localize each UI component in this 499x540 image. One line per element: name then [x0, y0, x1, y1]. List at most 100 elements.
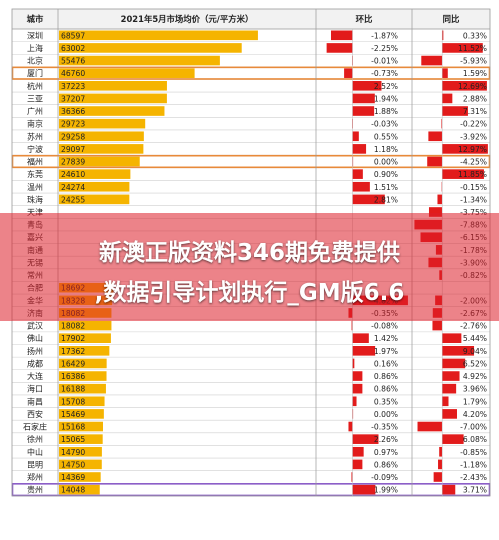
price-bar	[59, 43, 242, 53]
mom-label: 0.00%	[374, 158, 398, 167]
yoy-label: 4.92%	[463, 372, 487, 381]
city-label: 徐州	[27, 434, 43, 444]
yoy-bar	[427, 156, 443, 167]
city-label: 天津	[27, 207, 43, 217]
mom-bar	[352, 169, 363, 179]
mom-bar	[344, 68, 353, 78]
price-label: 14369	[61, 473, 85, 482]
mom-bar	[352, 459, 363, 470]
price-bar	[59, 434, 103, 444]
yoy-label: -2.76%	[460, 322, 487, 331]
city-label: 石家庄	[23, 422, 47, 432]
yoy-bar	[437, 194, 443, 205]
city-label: 佛山	[27, 333, 43, 343]
price-label: 15469	[61, 410, 85, 419]
yoy-label: 2.88%	[463, 94, 487, 103]
yoy-label: 12.69%	[458, 82, 487, 91]
mom-label: -1.87%	[371, 31, 398, 40]
yoy-bar	[441, 118, 443, 129]
yoy-label: -3.75%	[460, 208, 487, 217]
city-label: 宁波	[27, 144, 43, 154]
yoy-label: 7.31%	[463, 107, 487, 116]
yoy-label: 3.96%	[463, 385, 487, 394]
price-label: 29097	[61, 145, 85, 154]
price-label: 14048	[61, 486, 85, 495]
price-label: 15708	[61, 397, 85, 406]
mom-bar	[352, 371, 363, 381]
mom-label: 0.16%	[374, 359, 398, 368]
mom-bar	[352, 144, 367, 154]
yoy-bar	[442, 409, 457, 419]
price-label: 16188	[61, 385, 85, 394]
mom-bar	[351, 472, 353, 482]
city-label: 厦门	[27, 68, 43, 78]
city-label: 成都	[27, 358, 43, 368]
yoy-label: 4.20%	[463, 410, 487, 419]
price-bar	[59, 409, 104, 419]
yoy-bar	[442, 371, 460, 381]
mom-bar	[330, 30, 353, 41]
yoy-label: -2.43%	[460, 473, 487, 482]
city-label: 深圳	[27, 30, 43, 40]
price-label: 17362	[61, 347, 85, 356]
mom-bar	[352, 484, 376, 495]
mom-label: 2.52%	[374, 82, 398, 91]
mom-label: 1.94%	[374, 94, 398, 103]
city-label: 大连	[27, 371, 43, 381]
city-label: 海口	[27, 384, 43, 394]
city-label: 东莞	[27, 169, 43, 179]
price-label: 24610	[61, 170, 85, 179]
mom-label: 0.90%	[374, 170, 398, 179]
yoy-bar	[428, 131, 443, 142]
price-bar	[59, 118, 146, 129]
yoy-bar	[438, 459, 443, 470]
yoy-bar	[442, 346, 475, 356]
mom-bar	[352, 346, 376, 356]
price-label: 55476	[61, 57, 85, 66]
city-label: 昆明	[27, 460, 43, 469]
price-bar	[59, 459, 102, 470]
yoy-bar	[442, 434, 464, 444]
yoy-label: 12.97%	[458, 145, 487, 154]
mom-label: 0.55%	[374, 132, 398, 141]
price-label: 24274	[61, 183, 85, 192]
mom-bar	[348, 421, 353, 432]
city-label: 中山	[27, 447, 43, 457]
price-label: 14750	[61, 460, 85, 469]
mom-label: -0.35%	[371, 423, 398, 432]
yoy-label: 6.08%	[463, 435, 487, 444]
header-city: 城市	[27, 14, 44, 24]
price-label: 29258	[61, 132, 85, 141]
mom-label: 0.86%	[374, 372, 398, 381]
mom-bar	[352, 409, 354, 419]
yoy-label: 6.52%	[463, 359, 487, 368]
mom-bar	[352, 80, 382, 91]
mom-bar	[352, 396, 357, 407]
mom-label: 0.35%	[374, 397, 398, 406]
yoy-label: 11.52%	[458, 44, 487, 53]
mom-label: 1.51%	[374, 183, 398, 192]
mom-label: -0.09%	[371, 473, 398, 482]
mom-bar	[351, 320, 353, 331]
mom-label: 1.18%	[374, 145, 398, 154]
yoy-bar	[442, 93, 453, 104]
yoy-label: -0.85%	[460, 448, 487, 457]
price-bar	[59, 320, 112, 331]
mom-bar	[352, 446, 364, 457]
price-bar	[59, 68, 195, 78]
city-label: 西安	[27, 409, 43, 419]
price-label: 17902	[61, 334, 85, 343]
mom-label: -0.73%	[371, 69, 398, 78]
city-label: 三亚	[27, 94, 43, 103]
city-label: 武汉	[27, 321, 43, 331]
price-label: 68597	[61, 31, 85, 40]
price-bar	[59, 194, 130, 205]
mom-label: 1.88%	[374, 107, 398, 116]
price-label: 16429	[61, 359, 85, 368]
yoy-bar	[428, 207, 443, 217]
price-bar	[59, 93, 167, 104]
city-label: 南京	[27, 119, 43, 129]
mom-bar	[352, 194, 385, 205]
yoy-label: -0.15%	[460, 183, 487, 192]
